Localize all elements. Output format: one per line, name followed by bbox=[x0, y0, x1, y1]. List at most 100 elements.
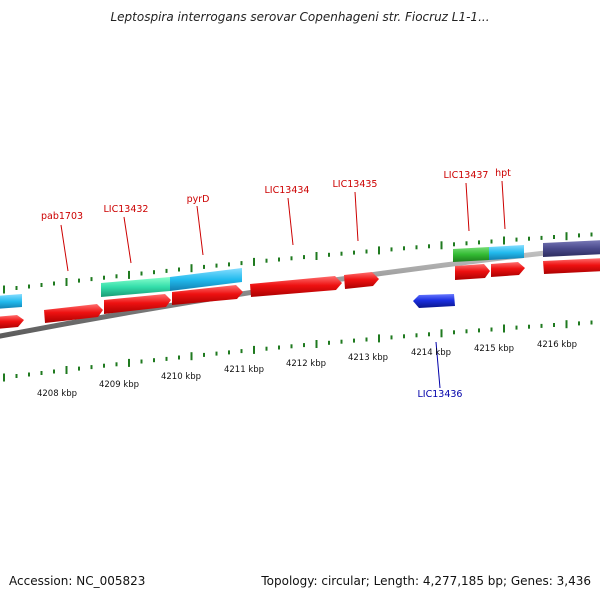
lower-tick-mark bbox=[140, 359, 143, 364]
lower-tick-mark bbox=[390, 335, 393, 340]
upper-tick-mark bbox=[478, 240, 480, 245]
genome-summary-text: Topology: circular; Length: 4,277,185 bp… bbox=[260, 574, 591, 588]
gene-arrow-pab1703[interactable] bbox=[44, 304, 103, 323]
lower-tick-mark bbox=[253, 345, 255, 354]
upper-tick-mark bbox=[115, 274, 118, 279]
scale-label: 4214 kbp bbox=[411, 348, 451, 358]
gene-arrow-lic13432[interactable] bbox=[104, 294, 171, 314]
lower-tick-mark bbox=[240, 349, 243, 354]
scale-label: 4216 kbp bbox=[537, 340, 577, 350]
upper-tick-mark bbox=[228, 262, 230, 267]
gene-arrow-right-edge[interactable] bbox=[543, 258, 600, 274]
upper-tick-mark bbox=[503, 236, 505, 245]
leader-lic13436 bbox=[435, 341, 441, 389]
lower-tick-mark bbox=[103, 363, 105, 368]
lower-tick-mark bbox=[565, 320, 568, 329]
scale-label: 4208 kbp bbox=[37, 389, 77, 399]
lower-tick-mark bbox=[328, 340, 330, 345]
scale-label: 4213 kbp bbox=[348, 353, 388, 363]
lower-tick-mark bbox=[503, 324, 505, 333]
upper-tick-mark bbox=[590, 232, 593, 237]
gene-arrow-hpt[interactable] bbox=[491, 262, 525, 277]
upper-tick-mark bbox=[215, 263, 218, 268]
upper-tick-mark bbox=[15, 286, 18, 290]
lower-tick-mark bbox=[490, 327, 493, 332]
upper-tick-mark bbox=[440, 241, 443, 250]
gene-labels: pab1703 LIC13432 pyrD LIC13434 LIC13435 … bbox=[41, 168, 511, 400]
label-leader-lines bbox=[60, 180, 506, 389]
lower-tick-mark bbox=[215, 351, 218, 356]
gene-label-lic13437[interactable]: LIC13437 bbox=[444, 170, 489, 181]
upper-tick-mark bbox=[453, 242, 455, 247]
gene-label-lic13436[interactable]: LIC13436 bbox=[418, 389, 463, 400]
upper-tick-mark bbox=[40, 283, 43, 287]
upper-tick-mark bbox=[28, 284, 30, 289]
lower-tick-mark bbox=[153, 358, 155, 363]
lower-tick-mark bbox=[40, 371, 43, 375]
gene-label-pyrd[interactable]: pyrD bbox=[187, 194, 210, 205]
gene-label-lic13434[interactable]: LIC13434 bbox=[265, 185, 310, 196]
leader-lic13434 bbox=[287, 197, 294, 246]
gene-arrow-lic13435[interactable] bbox=[344, 272, 379, 289]
upper-tick-mark bbox=[315, 252, 318, 260]
lower-tick-mark bbox=[403, 334, 405, 339]
forward-strand-genes bbox=[0, 258, 600, 329]
upper-tick-mark bbox=[140, 271, 143, 276]
gene-arrow-lic13436[interactable] bbox=[413, 294, 455, 308]
upper-tick-mark bbox=[415, 245, 418, 250]
lower-tick-mark bbox=[340, 339, 343, 344]
lower-tick-mark bbox=[353, 338, 355, 343]
upper-tick-mark bbox=[553, 235, 555, 239]
upper-tick-mark bbox=[253, 257, 255, 266]
cog-bar-purple bbox=[543, 240, 600, 257]
gene-arrow-left-edge[interactable] bbox=[0, 315, 24, 329]
lower-tick-mark bbox=[15, 374, 18, 378]
lower-tick-mark bbox=[90, 365, 93, 370]
upper-tick-mark bbox=[128, 270, 130, 279]
gene-arrow-lic13434[interactable] bbox=[250, 276, 342, 297]
accession-text: Accession: NC_005823 bbox=[9, 574, 145, 588]
lower-tick-mark bbox=[165, 356, 168, 361]
upper-tick-mark bbox=[240, 261, 243, 266]
scale-label: 4212 kbp bbox=[286, 359, 326, 369]
scale-label: 4210 kbp bbox=[161, 372, 201, 382]
lower-tick-mark bbox=[115, 362, 118, 367]
leader-pab1703 bbox=[60, 224, 69, 272]
upper-tick-row bbox=[3, 232, 593, 294]
lower-tick-row bbox=[3, 320, 593, 382]
upper-tick-mark bbox=[328, 252, 330, 257]
lower-tick-mark bbox=[540, 323, 543, 328]
upper-tick-mark bbox=[378, 246, 380, 255]
lower-tick-mark bbox=[515, 325, 518, 330]
lower-tick-mark bbox=[578, 321, 580, 326]
lower-tick-mark bbox=[528, 324, 530, 329]
cog-bar-cyan-left bbox=[0, 294, 22, 309]
lower-tick-mark bbox=[203, 352, 205, 357]
gene-arrow-pyrd[interactable] bbox=[172, 285, 243, 305]
lower-tick-mark bbox=[365, 337, 368, 342]
gene-label-lic13432[interactable]: LIC13432 bbox=[104, 204, 149, 215]
gene-label-hpt[interactable]: hpt bbox=[495, 168, 511, 179]
lower-tick-mark bbox=[453, 330, 455, 335]
scale-labels: 4208 kbp 4209 kbp 4210 kbp 4211 kbp 4212… bbox=[37, 340, 577, 399]
leader-lic13435 bbox=[354, 191, 359, 242]
leader-pyrd bbox=[196, 205, 204, 256]
gene-arrow-lic13437[interactable] bbox=[455, 264, 490, 280]
upper-tick-mark bbox=[465, 241, 468, 246]
upper-tick-mark bbox=[65, 278, 68, 286]
lower-tick-mark bbox=[78, 366, 80, 371]
upper-tick-mark bbox=[390, 247, 393, 252]
upper-tick-mark bbox=[515, 237, 518, 242]
cog-bar-cyan-right bbox=[489, 245, 524, 260]
upper-tick-mark bbox=[3, 285, 5, 294]
lower-tick-mark bbox=[28, 372, 30, 377]
gene-label-lic13435[interactable]: LIC13435 bbox=[333, 179, 378, 190]
leader-lic13437 bbox=[465, 182, 470, 232]
lower-tick-mark bbox=[278, 345, 280, 350]
lower-tick-mark bbox=[428, 332, 430, 337]
scale-label: 4211 kbp bbox=[224, 365, 264, 375]
upper-tick-mark bbox=[290, 256, 293, 261]
gene-label-pab1703[interactable]: pab1703 bbox=[41, 211, 83, 222]
cog-category-bars bbox=[0, 240, 600, 309]
cog-bar-teal bbox=[101, 277, 170, 297]
